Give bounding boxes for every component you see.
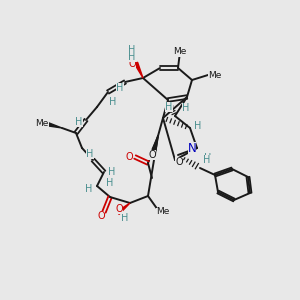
Text: O: O xyxy=(97,211,105,221)
Text: O: O xyxy=(148,150,156,160)
Text: H: H xyxy=(128,52,136,62)
Text: O: O xyxy=(125,152,133,162)
Polygon shape xyxy=(46,122,62,128)
Text: H: H xyxy=(204,153,212,163)
Polygon shape xyxy=(117,203,130,214)
Text: H: H xyxy=(121,213,129,223)
Text: N: N xyxy=(188,142,196,154)
Text: H: H xyxy=(75,117,83,127)
Text: O: O xyxy=(115,204,123,214)
Text: H: H xyxy=(116,83,124,93)
Text: H: H xyxy=(165,102,173,112)
Text: H: H xyxy=(108,167,116,177)
Text: H: H xyxy=(106,178,114,188)
Text: H: H xyxy=(85,184,93,194)
Text: Me: Me xyxy=(156,208,170,217)
Text: H: H xyxy=(128,45,136,55)
Polygon shape xyxy=(134,62,143,78)
Text: H: H xyxy=(194,121,202,131)
Text: Me: Me xyxy=(208,70,222,80)
Text: H: H xyxy=(203,155,211,165)
Text: H: H xyxy=(109,97,117,107)
Text: O: O xyxy=(128,59,136,69)
Text: Me: Me xyxy=(173,47,187,56)
Text: H: H xyxy=(182,103,190,113)
Polygon shape xyxy=(152,136,158,151)
Text: O: O xyxy=(175,157,183,167)
Text: Me: Me xyxy=(35,119,49,128)
Text: H: H xyxy=(86,149,94,159)
